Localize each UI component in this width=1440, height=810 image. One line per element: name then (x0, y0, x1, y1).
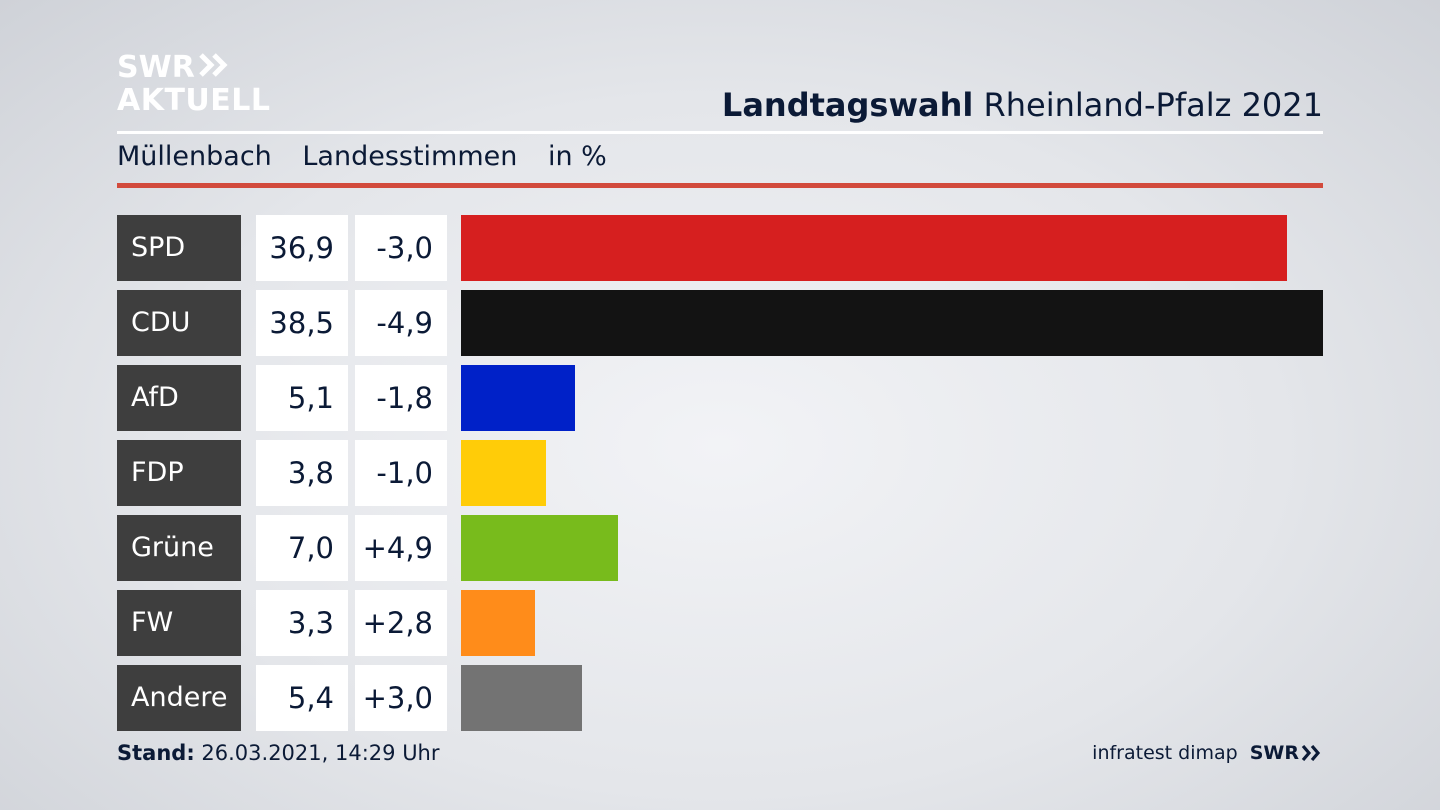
party-label: Andere (117, 665, 241, 731)
party-label: FW (117, 590, 241, 656)
source-label: infratest dimap (1092, 742, 1238, 764)
logo-aktuell-text: AKTUELL (117, 83, 271, 118)
stand-label: Stand: (117, 741, 195, 765)
result-row: AfD 5,1 -1,8 (117, 365, 1323, 431)
logo-swr-text: SWR (117, 50, 195, 85)
title-rest: Rheinland-Pfalz 2021 (983, 86, 1323, 124)
result-bar (461, 365, 575, 431)
timestamp: Stand: 26.03.2021, 14:29 Uhr (117, 741, 440, 765)
footer-chevron-icon (1301, 745, 1321, 761)
vote-share-value: 3,3 (256, 590, 348, 656)
result-row: FDP 3,8 -1,0 (117, 440, 1323, 506)
vote-change-value: +4,9 (355, 515, 447, 581)
result-row: SPD 36,9 -3,0 (117, 215, 1323, 281)
result-bar (461, 590, 535, 656)
accent-divider (117, 183, 1323, 188)
stand-value: 26.03.2021, 14:29 Uhr (201, 741, 440, 765)
vote-change-value: -4,9 (355, 290, 447, 356)
result-bar (461, 215, 1287, 281)
place-label: Müllenbach (117, 141, 272, 172)
result-bar (461, 290, 1323, 356)
unit-label: in % (547, 141, 607, 172)
vote-share-value: 7,0 (256, 515, 348, 581)
vote-change-value: -1,8 (355, 365, 447, 431)
vote-share-value: 3,8 (256, 440, 348, 506)
vote-share-value: 5,1 (256, 365, 348, 431)
footer-swr-logo: SWR (1250, 742, 1323, 764)
vote-change-value: +3,0 (355, 665, 447, 731)
page-title: Landtagswahl Rheinland-Pfalz 2021 (722, 86, 1323, 124)
result-row: Grüne 7,0 +4,9 (117, 515, 1323, 581)
party-label: AfD (117, 365, 241, 431)
title-strong: Landtagswahl (721, 86, 974, 124)
double-chevron-icon (199, 53, 229, 83)
vote-change-value: -1,0 (355, 440, 447, 506)
vote-change-value: +2,8 (355, 590, 447, 656)
chart-subtitle: Müllenbach Landesstimmen in % (117, 141, 629, 172)
vote-share-value: 36,9 (256, 215, 348, 281)
result-row: Andere 5,4 +3,0 (117, 665, 1323, 731)
source-credit: infratest dimap SWR (1092, 742, 1323, 764)
party-label: SPD (117, 215, 241, 281)
party-label: CDU (117, 290, 241, 356)
measure-label: Landesstimmen (302, 141, 518, 172)
vote-change-value: -3,0 (355, 215, 447, 281)
vote-share-value: 5,4 (256, 665, 348, 731)
result-row: CDU 38,5 -4,9 (117, 290, 1323, 356)
party-label: Grüne (117, 515, 241, 581)
footer-swr-text: SWR (1249, 742, 1299, 764)
result-bar (461, 665, 582, 731)
party-label: FDP (117, 440, 241, 506)
header-divider (117, 131, 1323, 134)
result-row: FW 3,3 +2,8 (117, 590, 1323, 656)
vote-share-value: 38,5 (256, 290, 348, 356)
result-bar (461, 515, 618, 581)
swr-aktuell-logo: SWR AKTUELL (117, 52, 271, 116)
result-bar (461, 440, 546, 506)
